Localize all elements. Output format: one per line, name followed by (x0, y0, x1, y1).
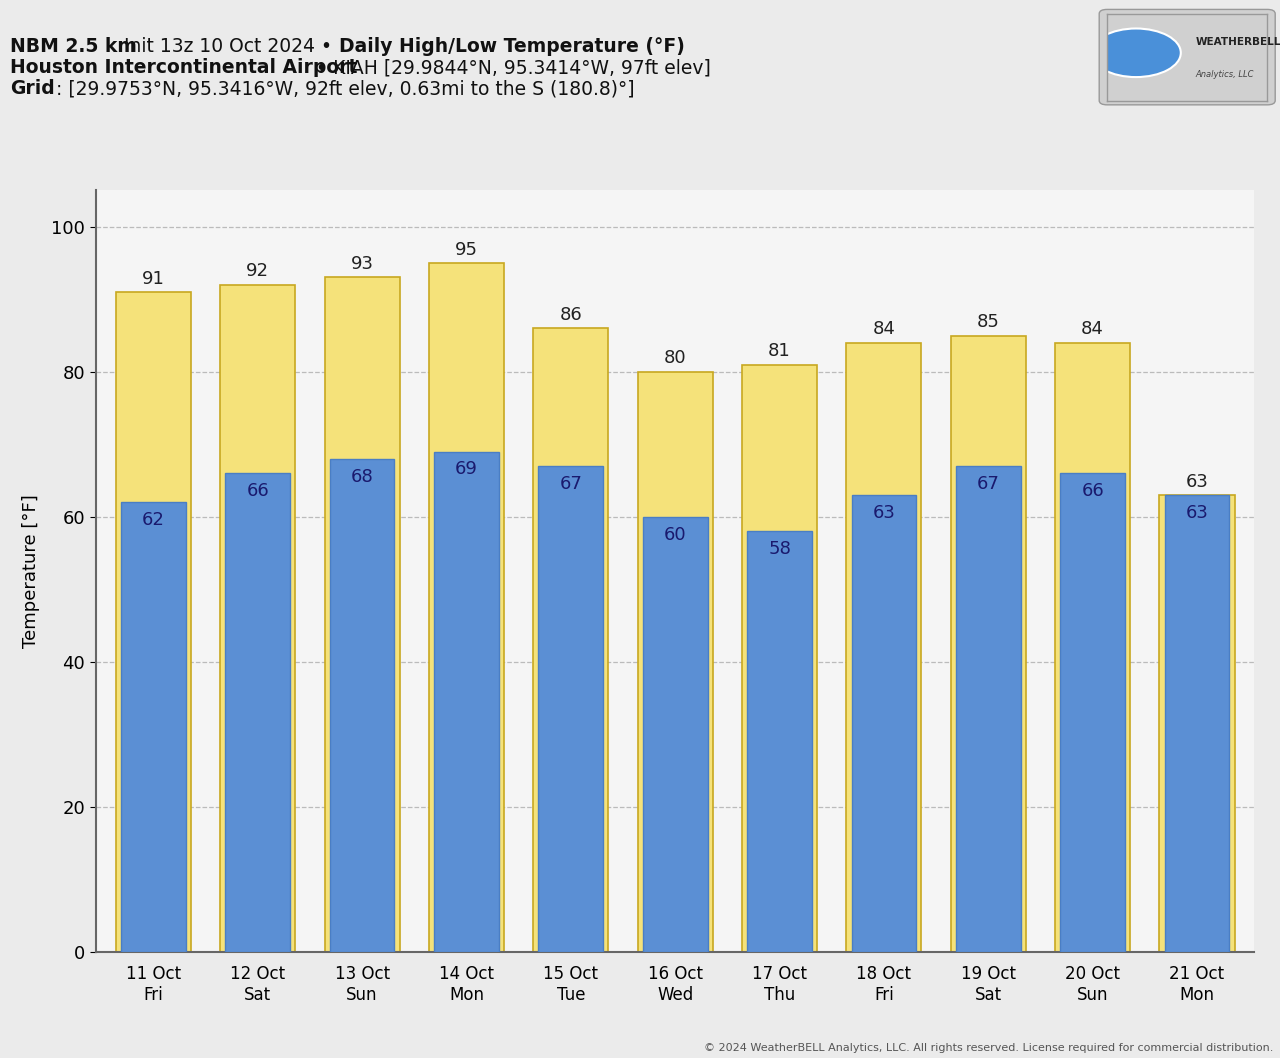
Text: 67: 67 (559, 475, 582, 493)
Text: Analytics, LLC: Analytics, LLC (1196, 70, 1253, 79)
Bar (330, 459, 394, 952)
Text: © 2024 WeatherBELL Analytics, LLC. All rights reserved. License required for com: © 2024 WeatherBELL Analytics, LLC. All r… (704, 1043, 1274, 1053)
Y-axis label: Temperature [°F]: Temperature [°F] (22, 494, 40, 649)
Bar (534, 328, 608, 952)
Text: 80: 80 (664, 349, 686, 367)
Text: • KIAH [29.9844°N, 95.3414°W, 97ft elev]: • KIAH [29.9844°N, 95.3414°W, 97ft elev] (310, 58, 710, 77)
Text: 85: 85 (977, 313, 1000, 331)
Text: 66: 66 (246, 482, 269, 500)
Circle shape (1091, 29, 1180, 77)
Bar (951, 335, 1025, 952)
Bar (115, 292, 191, 952)
Bar (539, 467, 603, 952)
Text: 63: 63 (1185, 504, 1208, 522)
Text: 86: 86 (559, 306, 582, 324)
Text: 92: 92 (246, 262, 269, 280)
Text: 84: 84 (873, 321, 895, 339)
Text: 91: 91 (142, 270, 165, 288)
Bar (434, 452, 499, 952)
Text: WEATHERBELL: WEATHERBELL (1196, 37, 1280, 47)
Text: Daily High/Low Temperature (°F): Daily High/Low Temperature (°F) (339, 37, 685, 56)
Text: 69: 69 (456, 460, 477, 478)
Text: 68: 68 (351, 468, 374, 486)
Bar (643, 517, 708, 952)
Bar (1165, 495, 1229, 952)
Text: NBM 2.5 km: NBM 2.5 km (10, 37, 137, 56)
Text: 84: 84 (1082, 321, 1105, 339)
Bar (637, 371, 713, 952)
Text: 95: 95 (454, 240, 477, 258)
Text: 58: 58 (768, 541, 791, 559)
Bar (742, 365, 817, 952)
Bar (851, 495, 916, 952)
Bar (325, 277, 399, 952)
Text: 63: 63 (873, 504, 895, 522)
Bar (846, 343, 922, 952)
Text: 66: 66 (1082, 482, 1105, 500)
Bar (1160, 495, 1235, 952)
Text: 81: 81 (768, 342, 791, 360)
Text: 60: 60 (664, 526, 686, 544)
Bar (225, 473, 291, 952)
Text: Init 13z 10 Oct 2024 •: Init 13z 10 Oct 2024 • (118, 37, 338, 56)
Bar (748, 531, 812, 952)
Bar (429, 263, 504, 952)
Text: 93: 93 (351, 255, 374, 273)
Text: 67: 67 (977, 475, 1000, 493)
Text: Houston Intercontinental Airport: Houston Intercontinental Airport (10, 58, 357, 77)
Bar (956, 467, 1020, 952)
Bar (220, 285, 296, 952)
Bar (122, 503, 186, 952)
Text: 63: 63 (1185, 473, 1208, 491)
FancyBboxPatch shape (1100, 10, 1275, 105)
Bar (1055, 343, 1130, 952)
Text: : [29.9753°N, 95.3416°W, 92ft elev, 0.63mi to the S (180.8)°]: : [29.9753°N, 95.3416°W, 92ft elev, 0.63… (56, 79, 635, 98)
Text: 62: 62 (142, 511, 165, 529)
Text: Grid: Grid (10, 79, 55, 98)
Bar (1060, 473, 1125, 952)
